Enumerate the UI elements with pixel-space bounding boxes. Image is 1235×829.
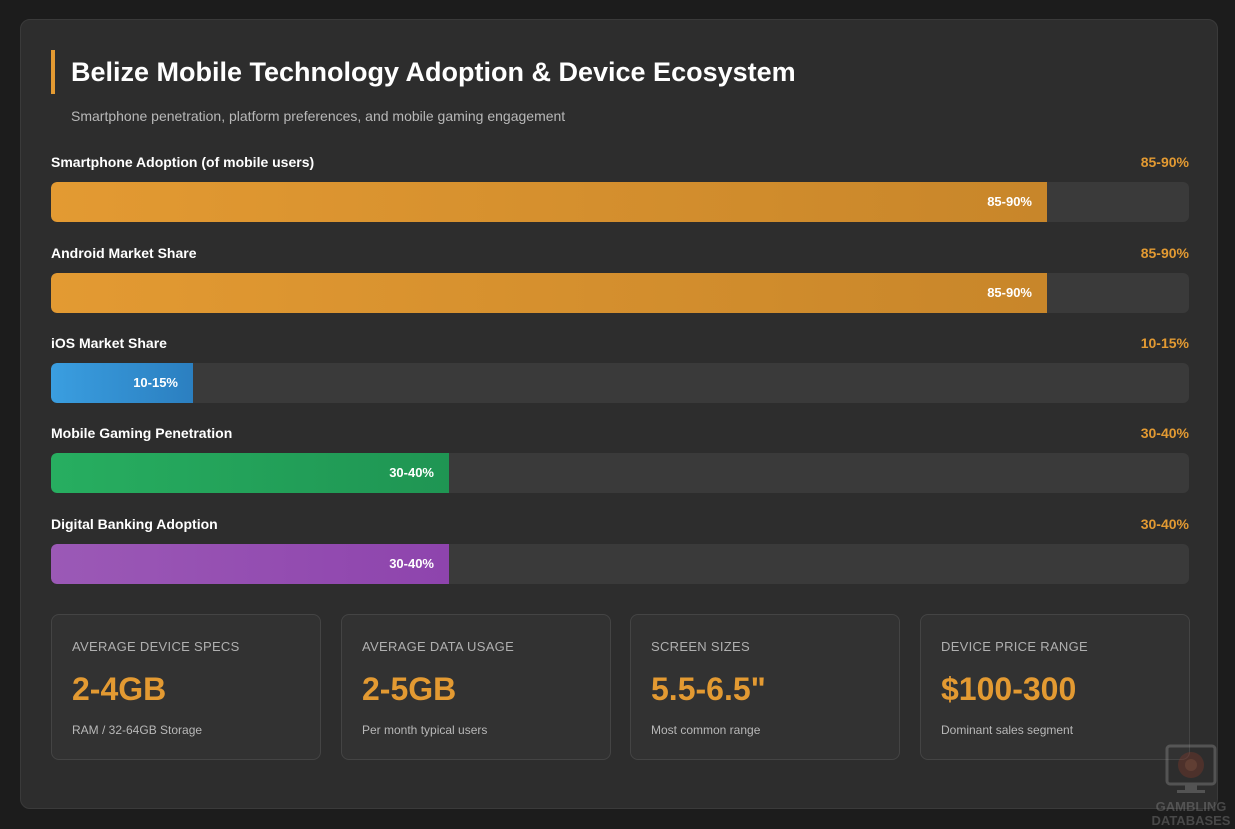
stat-value: 2-4GB (72, 671, 167, 707)
roulette-monitor-icon (1165, 744, 1217, 793)
stat-caption: Most common range (651, 723, 761, 737)
stat-value: 2-5GB (362, 671, 457, 707)
stat-label: AVERAGE DEVICE SPECS (72, 639, 240, 654)
bar-label: 85-90% (987, 194, 1032, 209)
stat-card-data-usage: AVERAGE DATA USAGE 2-5GB Per month typic… (341, 614, 611, 760)
stat-card-screen-sizes: SCREEN SIZES 5.5-6.5" Most common range (630, 614, 900, 760)
bar-label: 30-40% (389, 465, 434, 480)
stat-caption: Per month typical users (362, 723, 488, 737)
bar-label: 30-40% (389, 556, 434, 571)
bar-track: 30-40% (51, 453, 1189, 493)
page-title: Belize Mobile Technology Adoption & Devi… (71, 57, 796, 87)
metric-value: 85-90% (1140, 245, 1189, 261)
bar-track: 10-15% (51, 363, 1189, 403)
metric-value: 30-40% (1140, 425, 1189, 441)
bar-track: 30-40% (51, 544, 1189, 584)
metric-label: Smartphone Adoption (of mobile users) (51, 154, 315, 170)
metric-label: Mobile Gaming Penetration (51, 425, 233, 441)
metric-label: Android Market Share (51, 245, 197, 261)
bar-label: 10-15% (133, 375, 178, 390)
metric-value: 30-40% (1140, 516, 1189, 532)
bar-fill: 85-90% (51, 273, 1047, 313)
stat-card-device-specs: AVERAGE DEVICE SPECS 2-4GB RAM / 32-64GB… (51, 614, 321, 760)
watermark-logo: GAMBLING DATABASES (1147, 742, 1235, 829)
stat-label: SCREEN SIZES (651, 639, 750, 654)
stat-label: DEVICE PRICE RANGE (941, 639, 1088, 654)
bar-fill: 30-40% (51, 544, 449, 584)
stat-caption: Dominant sales segment (941, 723, 1074, 737)
bar-label: 85-90% (987, 285, 1032, 300)
stat-value: $100-300 (941, 671, 1077, 707)
metric-value: 10-15% (1140, 335, 1189, 351)
bar-fill: 85-90% (51, 182, 1047, 222)
bar-fill: 10-15% (51, 363, 193, 403)
page-subtitle: Smartphone penetration, platform prefere… (71, 108, 566, 124)
bar-track: 85-90% (51, 273, 1189, 313)
watermark-text: DATABASES (1151, 813, 1231, 828)
title-accent-bar: Belize Mobile Technology Adoption & Devi… (51, 50, 796, 94)
stat-label: AVERAGE DATA USAGE (362, 639, 515, 654)
stat-value: 5.5-6.5" (651, 671, 766, 707)
chart-card: Belize Mobile Technology Adoption & Devi… (20, 19, 1218, 809)
watermark-text: GAMBLING (1155, 799, 1227, 814)
bar-fill: 30-40% (51, 453, 449, 493)
bar-track: 85-90% (51, 182, 1189, 222)
stat-caption: RAM / 32-64GB Storage (72, 723, 203, 737)
metric-label: Digital Banking Adoption (51, 516, 218, 532)
metric-value: 85-90% (1140, 154, 1189, 170)
metric-label: iOS Market Share (51, 335, 167, 351)
stat-card-price-range: DEVICE PRICE RANGE $100-300 Dominant sal… (920, 614, 1190, 760)
